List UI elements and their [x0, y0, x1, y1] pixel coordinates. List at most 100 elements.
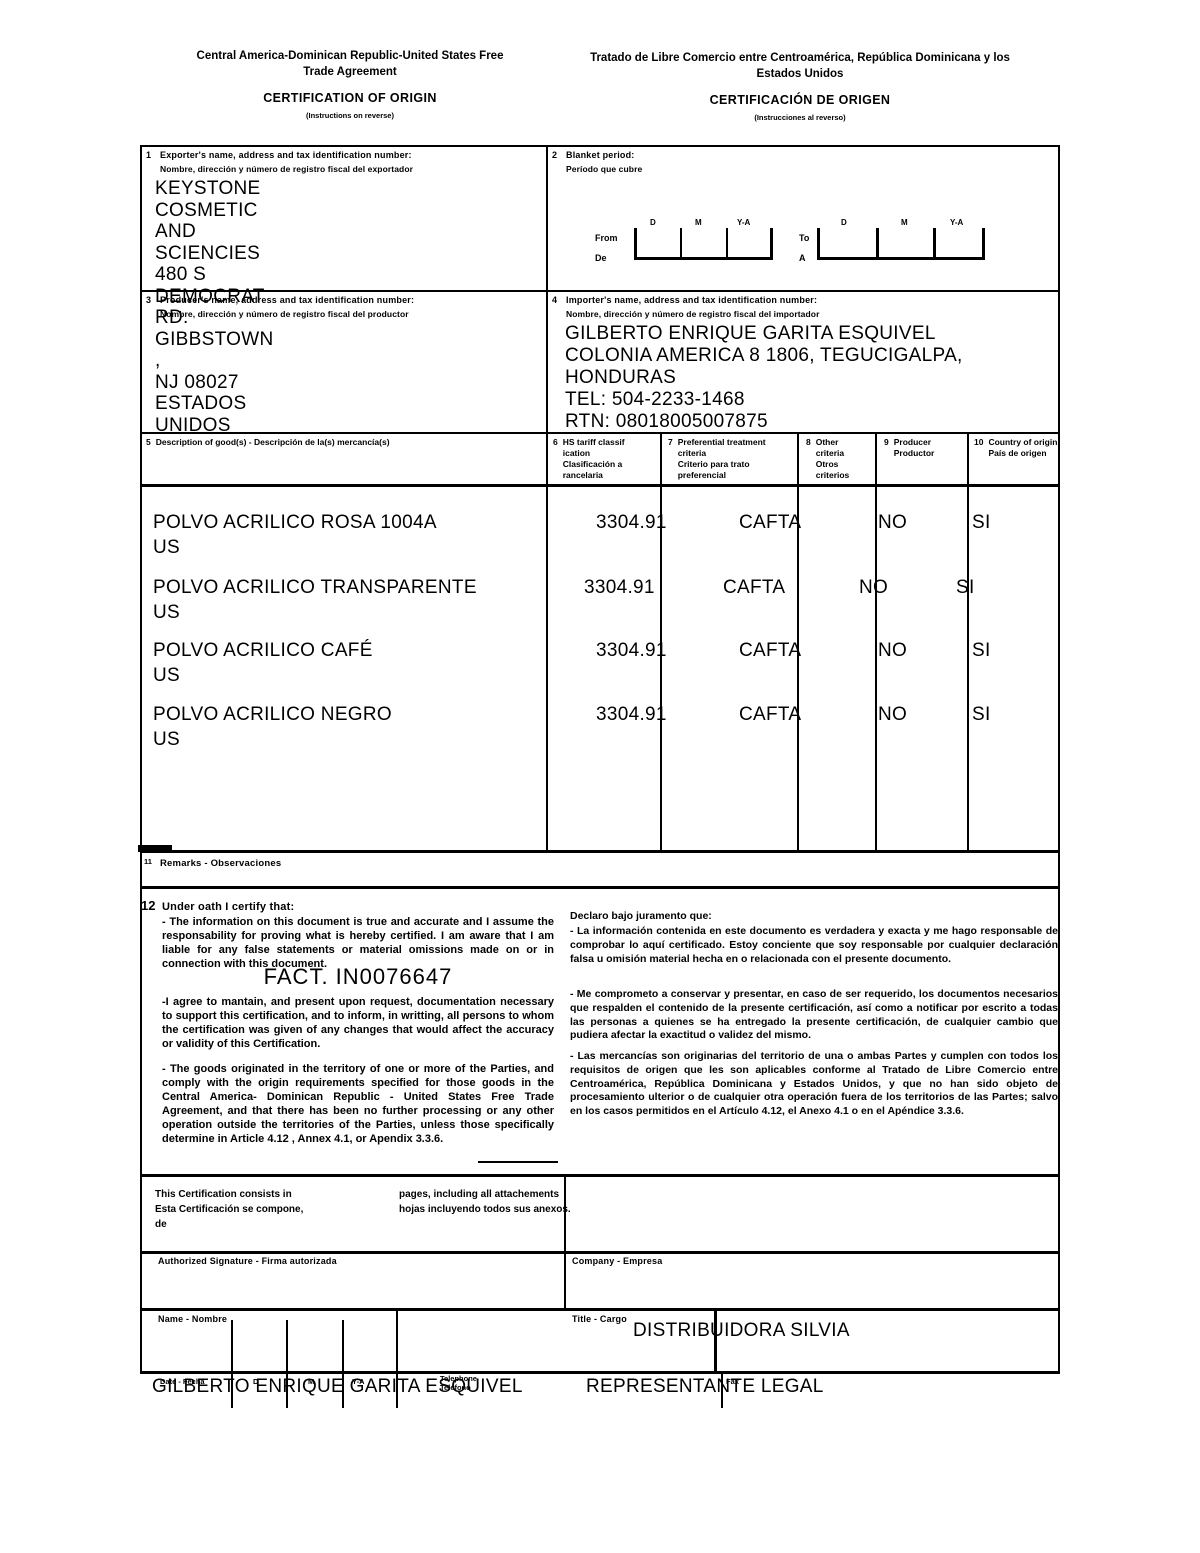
name-label: Name - Nombre: [158, 1314, 228, 1324]
goods-description: POLVO ACRILICO NEGRO US: [153, 704, 392, 750]
certify-underscore-line: [478, 1161, 558, 1163]
title-label: Title - Cargo: [572, 1314, 627, 1324]
remarks-label: Remarks - Observaciones: [160, 858, 282, 869]
remarks-number: 11: [144, 857, 152, 866]
col10-label-en: Country of origin: [988, 437, 1058, 447]
certify-en-p1: - The information on this document is tr…: [162, 916, 554, 970]
col7-header: 7 Preferential treatment criteria Criter…: [668, 437, 780, 481]
preference-criteria: CAFTA: [739, 704, 802, 725]
to-year-label: Y-A: [950, 218, 964, 227]
col10-number: 10: [974, 437, 984, 447]
table-column-divider-6-7: [660, 432, 662, 852]
from-month-label: M: [695, 218, 702, 227]
pages-row-divider: [140, 1251, 1060, 1254]
col5-number: 5: [146, 437, 151, 447]
telephone-fax-divider: [721, 1371, 723, 1408]
producer-flag: NO: [878, 512, 908, 533]
date-d-label: D: [253, 1377, 259, 1386]
certify-number: 12: [141, 898, 156, 913]
certify-bottom-divider: [140, 1174, 1060, 1177]
row2-divider: [140, 432, 1060, 434]
margin-dash-mark: [138, 845, 172, 852]
pages-left: This Certification consists in Esta Cert…: [155, 1189, 304, 1230]
header-right: Tratado de Libre Comercio entre Centroam…: [565, 50, 1035, 122]
certify-en-p3: - The goods originated in the territory …: [162, 1063, 554, 1145]
to-date-box-line: [982, 228, 985, 260]
instructions-note-en: (Instructions on reverse): [306, 111, 394, 120]
preference-criteria: CAFTA: [723, 577, 786, 598]
producer-flag: NO: [859, 577, 889, 598]
goods-description: POLVO ACRILICO TRANSPARENTE US: [153, 577, 477, 623]
table-row: POLVO ACRILICO CAFÉ US 3304.91 CAFTA NO …: [0, 640, 1200, 702]
from-year-label: Y-A: [737, 218, 751, 227]
from-date-box-line: [634, 228, 637, 260]
certify-title-es: Declaro bajo juramento que:: [570, 910, 712, 922]
agreement-title-es-line2: Estados Unidos: [756, 68, 844, 80]
certify-title-en: Under oath I certify that:: [162, 901, 295, 913]
center-column-divider: [546, 145, 548, 432]
signature-row-divider: [140, 1308, 1060, 1311]
pages-right: pages, including all attachements hojas …: [399, 1189, 571, 1215]
col6-label-es: Clasificación arancelaria: [562, 459, 623, 480]
producer-flag: NO: [878, 704, 908, 725]
col8-header: 8 Other criteria Otros criterios: [806, 437, 864, 481]
table-row: POLVO ACRILICO TRANSPARENTE US 3304.91 C…: [0, 577, 1200, 639]
box4-number: 4: [552, 295, 558, 305]
date-m-label: M: [308, 1377, 315, 1386]
hs-classification: 3304.91: [596, 512, 667, 533]
col8-number: 8: [806, 437, 811, 447]
box4-label-en: Importer's name, address and tax identif…: [566, 295, 818, 305]
box1-number: 1: [146, 150, 152, 160]
date-cell-tick-3: [342, 1320, 344, 1408]
certify-es-p3: - Las mercancías son originarias del ter…: [570, 1050, 1058, 1118]
from-date-box-line: [770, 228, 773, 260]
table-column-divider-5-6: [546, 432, 548, 852]
from-day-label: D: [650, 218, 656, 227]
table-row: POLVO ACRILICO ROSA 1004A US 3304.91 CAF…: [0, 512, 1200, 574]
box3-label-es: Nombre, dirección y número de registro f…: [160, 309, 409, 319]
table-column-divider-9-10: [967, 432, 969, 852]
certify-es-p1: - La información contenida en este docum…: [570, 925, 1058, 965]
box1-label-en: Exporter's name, address and tax identif…: [160, 150, 412, 160]
box3-label-en: Producer's name, address and tax identif…: [160, 295, 415, 305]
col5-header: 5 Description of good(s) - Descripción d…: [146, 437, 416, 448]
col8-label-es: Otros criterios: [815, 459, 850, 480]
from-date-box-line: [680, 228, 682, 260]
to-date-box-line: [817, 228, 820, 260]
certify-es-p2: - Me comprometo a conservar y presentar,…: [570, 988, 1058, 1042]
form-border-left: [140, 145, 142, 1374]
title-value: DISTRIBUIDORA SILVIA: [633, 1320, 850, 1341]
certification-title-es: CERTIFICACIÓN DE ORIGEN: [709, 93, 891, 107]
from-date-box-line: [726, 228, 728, 260]
col5-label: Description of good(s) - Descripción de …: [155, 437, 390, 447]
table-bottom-divider: [140, 850, 1060, 853]
header-left: Central America-Dominican Republic-Unite…: [170, 48, 530, 120]
col9-label-es: Productor: [893, 448, 935, 458]
agreement-title-en-line2: Trade Agreement: [303, 66, 397, 78]
instructions-note-es: (Instrucciones al reverso): [754, 113, 846, 122]
from-date-box-bottom: [634, 257, 773, 260]
hs-classification: 3304.91: [584, 577, 655, 598]
hs-classification: 3304.91: [596, 704, 667, 725]
to-label: To A: [799, 233, 810, 263]
title-cell-divider: [714, 1308, 717, 1372]
col6-number: 6: [553, 437, 558, 447]
table-column-divider-7-8: [797, 432, 799, 852]
date-cell-tick-2: [286, 1320, 288, 1408]
signature-company-divider: [564, 1175, 566, 1310]
form-border-top: [140, 145, 1060, 147]
col10-label-es: País de origen: [988, 448, 1047, 458]
from-label: From De: [595, 233, 618, 263]
col8-label-en: Other criteria: [815, 437, 845, 458]
producer-flag: NO: [878, 640, 908, 661]
box4-value: GILBERTO ENRIQUE GARITA ESQUIVEL COLONIA…: [565, 323, 963, 432]
box3-number: 3: [146, 295, 152, 305]
col7-label-en: Preferential treatment criteria: [677, 437, 766, 458]
form-border-right: [1058, 145, 1060, 1374]
form-border-bottom: [140, 1371, 1060, 1374]
col10-header: 10 Country of origin País de origen: [974, 437, 1058, 459]
preference-criteria: CAFTA: [739, 512, 802, 533]
col9-label-en: Producer: [893, 437, 932, 447]
box2-label-en: Blanket period:: [566, 150, 635, 160]
